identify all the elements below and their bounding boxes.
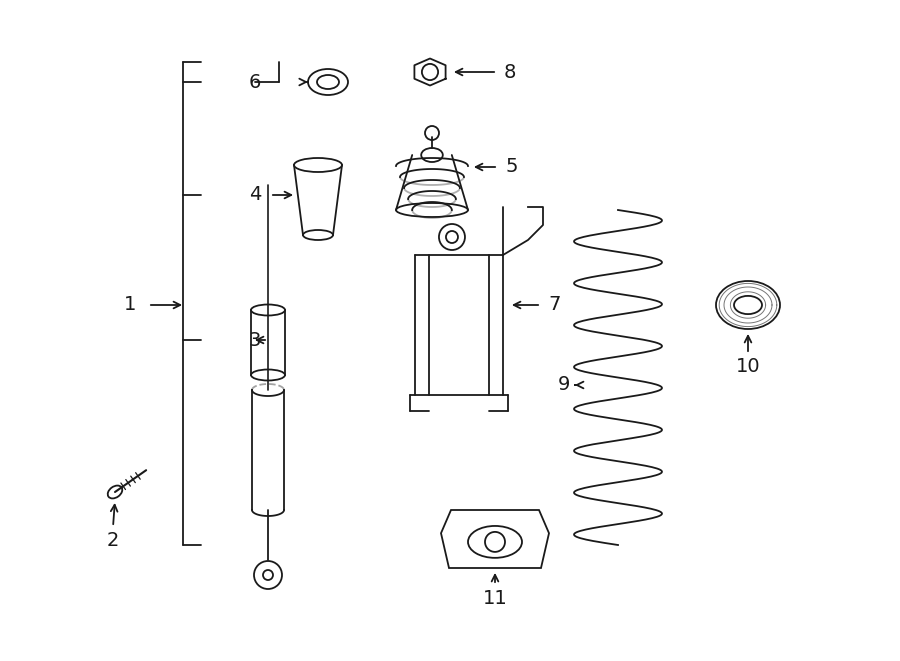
Polygon shape — [441, 510, 549, 568]
Text: 5: 5 — [506, 157, 518, 176]
Circle shape — [422, 64, 438, 80]
Ellipse shape — [716, 281, 780, 329]
Text: 7: 7 — [549, 295, 562, 315]
Ellipse shape — [108, 486, 122, 498]
Ellipse shape — [251, 305, 285, 315]
Ellipse shape — [317, 75, 339, 89]
Text: 1: 1 — [124, 295, 136, 315]
Text: 2: 2 — [107, 531, 119, 549]
Text: 11: 11 — [482, 588, 508, 607]
Bar — [251, 310, 285, 375]
Circle shape — [425, 126, 439, 140]
Ellipse shape — [294, 158, 342, 172]
Text: 3: 3 — [248, 330, 261, 350]
Ellipse shape — [734, 296, 762, 314]
Text: 6: 6 — [248, 73, 261, 91]
Polygon shape — [294, 165, 342, 235]
Ellipse shape — [468, 526, 522, 558]
Ellipse shape — [303, 230, 333, 240]
Circle shape — [263, 570, 273, 580]
Circle shape — [254, 561, 282, 589]
Text: 8: 8 — [504, 63, 517, 81]
Text: 10: 10 — [735, 356, 760, 375]
Ellipse shape — [396, 203, 468, 217]
Ellipse shape — [251, 369, 285, 381]
Circle shape — [446, 231, 458, 243]
Circle shape — [485, 532, 505, 552]
Circle shape — [439, 224, 465, 250]
Text: 4: 4 — [248, 186, 261, 204]
Ellipse shape — [421, 148, 443, 162]
Text: 9: 9 — [558, 375, 571, 395]
Ellipse shape — [308, 69, 348, 95]
